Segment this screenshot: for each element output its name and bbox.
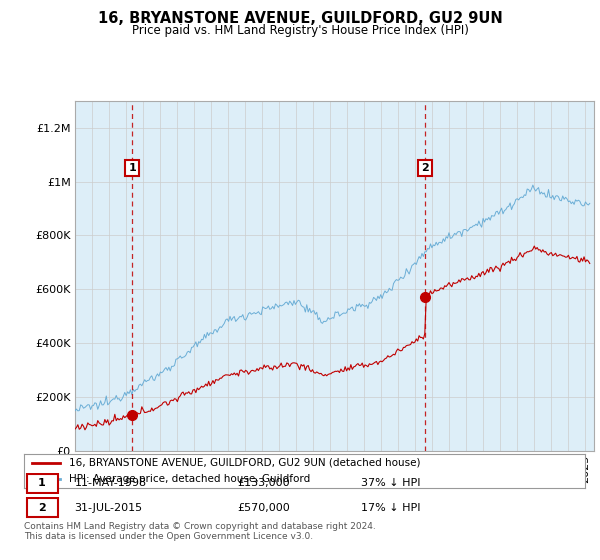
Text: 11-MAY-1998: 11-MAY-1998 [74,478,146,488]
Text: 1: 1 [38,478,46,488]
FancyBboxPatch shape [27,498,58,517]
Text: 17% ↓ HPI: 17% ↓ HPI [361,503,420,513]
Text: 1: 1 [128,163,136,173]
Text: £133,000: £133,000 [237,478,290,488]
Text: Contains HM Land Registry data © Crown copyright and database right 2024.
This d: Contains HM Land Registry data © Crown c… [24,522,376,542]
Text: 16, BRYANSTONE AVENUE, GUILDFORD, GU2 9UN (detached house): 16, BRYANSTONE AVENUE, GUILDFORD, GU2 9U… [69,458,421,468]
Text: £570,000: £570,000 [237,503,290,513]
Text: 37% ↓ HPI: 37% ↓ HPI [361,478,420,488]
Text: 16, BRYANSTONE AVENUE, GUILDFORD, GU2 9UN: 16, BRYANSTONE AVENUE, GUILDFORD, GU2 9U… [98,11,502,26]
FancyBboxPatch shape [27,474,58,493]
Text: 2: 2 [421,163,429,173]
Text: 2: 2 [38,503,46,513]
Text: HPI: Average price, detached house, Guildford: HPI: Average price, detached house, Guil… [69,474,310,484]
Text: Price paid vs. HM Land Registry's House Price Index (HPI): Price paid vs. HM Land Registry's House … [131,24,469,36]
Text: 31-JUL-2015: 31-JUL-2015 [74,503,143,513]
